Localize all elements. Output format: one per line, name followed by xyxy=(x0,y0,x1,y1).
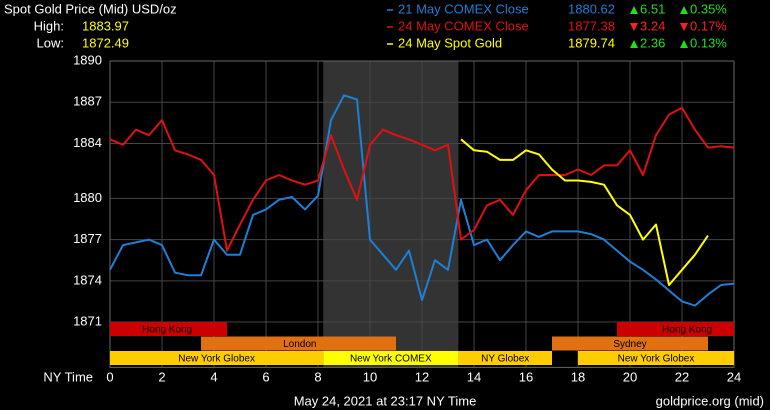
session-label: New York Globex xyxy=(618,354,695,365)
change: 3.24 xyxy=(640,18,665,33)
change-pct: 0.17% xyxy=(690,18,727,33)
price: 1880.62 xyxy=(568,1,615,16)
x-tick-label: 4 xyxy=(210,369,217,384)
session-label: NY Globex xyxy=(481,354,529,365)
high-value: 1883.97 xyxy=(82,18,129,33)
session-label: New York Globex xyxy=(178,354,255,365)
y-tick-label: 1877 xyxy=(73,231,102,246)
change-arrow xyxy=(630,23,638,31)
x-tick-label: 16 xyxy=(519,369,533,384)
session-band xyxy=(110,351,324,365)
x-axis-label: NY Time xyxy=(43,369,93,384)
chart-title: Spot Gold Price (Mid) USD/oz xyxy=(4,1,177,16)
x-tick-label: 2 xyxy=(158,369,165,384)
x-tick-label: 8 xyxy=(314,369,321,384)
session-band xyxy=(323,351,459,365)
y-tick-label: 1887 xyxy=(73,94,102,109)
legend-label: 24 May Spot Gold xyxy=(398,35,502,50)
x-tick-label: 20 xyxy=(623,369,637,384)
y-tick-label: 1871 xyxy=(73,313,102,328)
comex-shade xyxy=(323,61,459,368)
y-tick-label: 1890 xyxy=(73,52,102,67)
session-band xyxy=(201,336,396,351)
session-band xyxy=(552,336,708,351)
series-line xyxy=(109,106,735,252)
y-tick-label: 1880 xyxy=(73,190,102,205)
change: 2.36 xyxy=(640,35,665,50)
session-band xyxy=(617,322,734,336)
change-pct: 0.35% xyxy=(690,1,727,16)
x-tick-label: 10 xyxy=(363,369,377,384)
session-band xyxy=(578,351,734,365)
x-tick-label: 0 xyxy=(106,369,113,384)
x-tick-label: 14 xyxy=(467,369,481,384)
series-line xyxy=(460,138,709,286)
x-tick-label: 22 xyxy=(675,369,689,384)
price: 1879.74 xyxy=(568,35,615,50)
session-band xyxy=(110,322,227,336)
low-value: 1872.49 xyxy=(82,35,129,50)
x-tick-label: 18 xyxy=(571,369,585,384)
x-tick-label: 6 xyxy=(262,369,269,384)
session-band xyxy=(458,351,552,365)
session-label: New York COMEX xyxy=(350,354,432,365)
session-label: London xyxy=(283,339,316,350)
legend-label: 24 May COMEX Close xyxy=(398,18,529,33)
y-tick-label: 1874 xyxy=(73,272,102,287)
x-tick-label: 12 xyxy=(415,369,429,384)
change: 6.51 xyxy=(640,1,665,16)
change-pct: 0.13% xyxy=(690,35,727,50)
source: goldprice.org (mid) xyxy=(656,393,764,408)
change-arrow xyxy=(630,6,638,14)
x-tick-label: 24 xyxy=(727,369,741,384)
change-arrow xyxy=(630,40,638,48)
session-label: Sydney xyxy=(613,339,646,350)
session-label: Hong Kong xyxy=(142,325,192,336)
change-arrow xyxy=(680,6,688,14)
change-arrow xyxy=(680,23,688,31)
price: 1877.38 xyxy=(568,18,615,33)
legend-label: 21 May COMEX Close xyxy=(398,1,529,16)
high-label: High: xyxy=(34,18,64,33)
series-line xyxy=(109,94,735,307)
low-label: Low: xyxy=(37,35,64,50)
footer: May 24, 2021 at 23:17 NY Time xyxy=(294,393,477,408)
session-label: Hong Kong xyxy=(662,325,712,336)
y-tick-label: 1884 xyxy=(73,135,102,150)
plot-border xyxy=(109,60,735,368)
change-arrow xyxy=(680,40,688,48)
